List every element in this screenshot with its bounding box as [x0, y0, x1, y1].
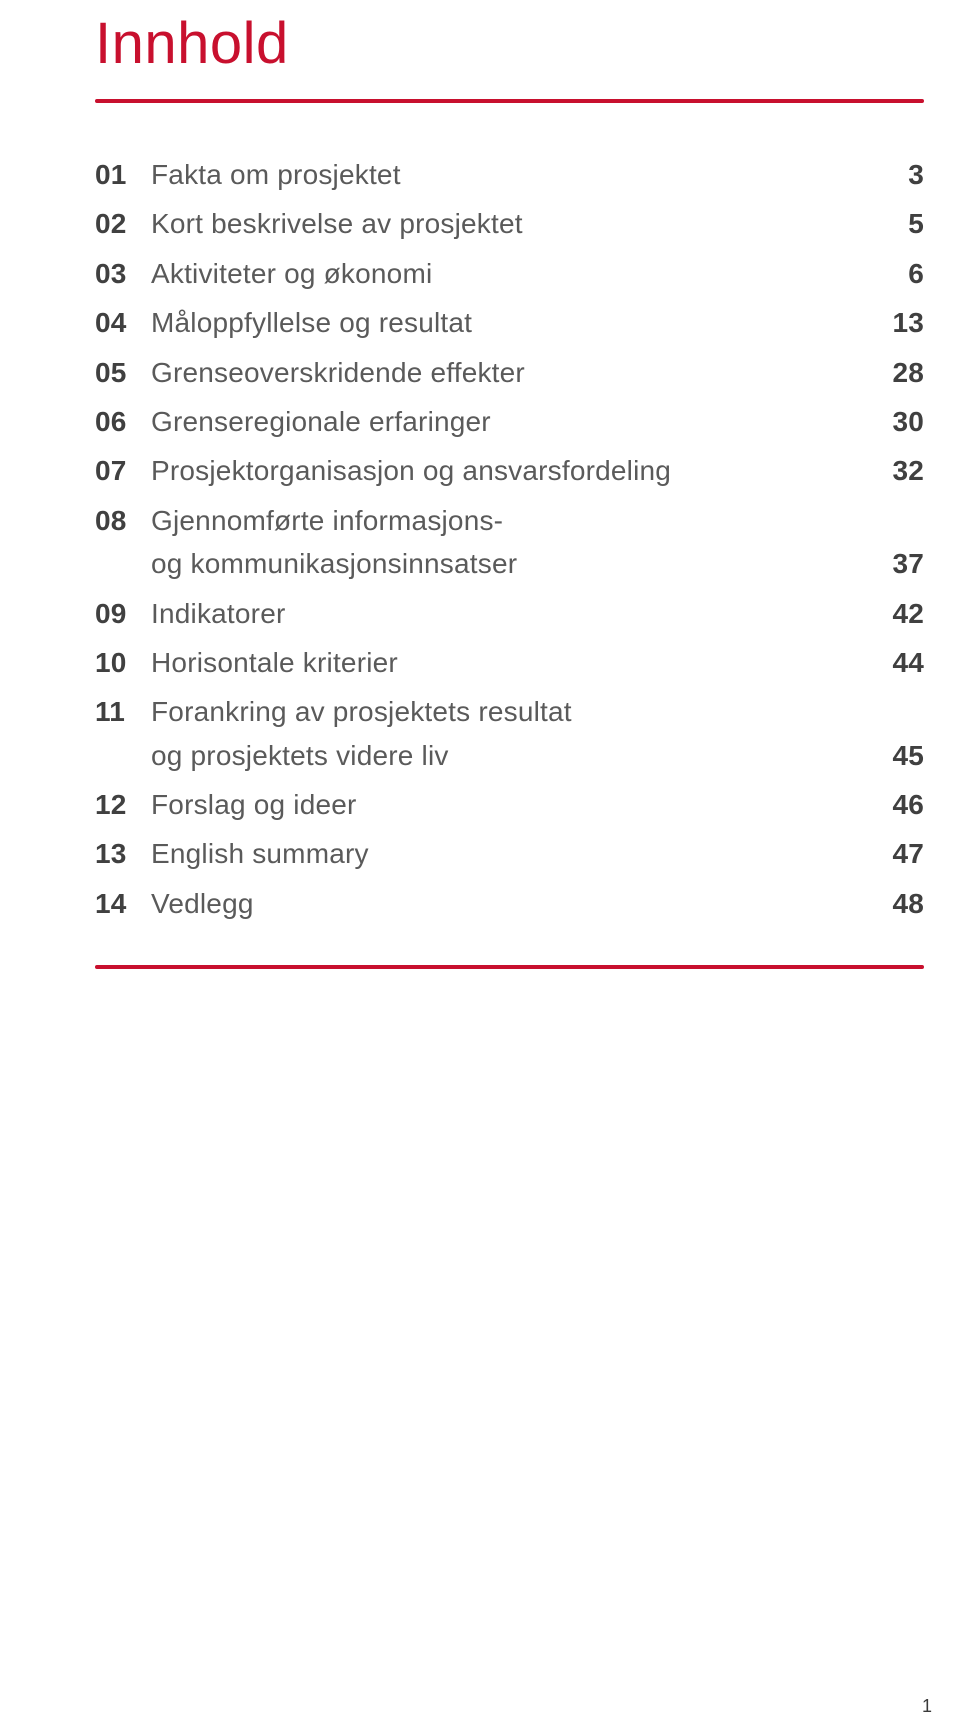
- toc-page-number: 45: [892, 734, 924, 777]
- toc-entry: 12 Forslag og ideer 46: [95, 783, 924, 826]
- toc-entry: 05 Grenseoverskridende effekter 28: [95, 351, 924, 394]
- toc-label: og prosjektets videre liv: [151, 734, 892, 777]
- toc-number: 02: [95, 202, 151, 245]
- toc-page-number: 47: [892, 832, 924, 875]
- toc-entry: 08 Gjennomførte informasjons- og kommuni…: [95, 499, 924, 586]
- divider-bottom: [95, 965, 924, 969]
- toc-entry: 04 Måloppfyllelse og resultat 13: [95, 301, 924, 344]
- toc-label: Fakta om prosjektet: [151, 153, 908, 196]
- toc-page-number: 44: [892, 641, 924, 684]
- page-footer-number: 1: [922, 1696, 932, 1717]
- toc-page-number: 3: [908, 153, 924, 196]
- toc-page-number: 6: [908, 252, 924, 295]
- toc-label: Indikatorer: [151, 592, 892, 635]
- toc-number: 11: [95, 690, 151, 733]
- toc-number: 14: [95, 882, 151, 925]
- toc-number: 07: [95, 449, 151, 492]
- toc-label: Horisontale kriterier: [151, 641, 892, 684]
- toc-label: Aktiviteter og økonomi: [151, 252, 908, 295]
- toc-number: 04: [95, 301, 151, 344]
- toc-number: 10: [95, 641, 151, 684]
- toc-entry: 02 Kort beskrivelse av prosjektet 5: [95, 202, 924, 245]
- toc-list: 01 Fakta om prosjektet 3 02 Kort beskriv…: [95, 153, 924, 925]
- toc-page-number: 32: [892, 449, 924, 492]
- toc-page-number: 30: [892, 400, 924, 443]
- toc-page-number: 13: [892, 301, 924, 344]
- toc-label: Grenseoverskridende effekter: [151, 351, 892, 394]
- toc-number: 05: [95, 351, 151, 394]
- toc-label: Måloppfyllelse og resultat: [151, 301, 892, 344]
- toc-label: Gjennomførte informasjons-: [151, 499, 924, 542]
- toc-entry: 03 Aktiviteter og økonomi 6: [95, 252, 924, 295]
- toc-number: 08: [95, 499, 151, 542]
- toc-page: Innhold 01 Fakta om prosjektet 3 02 Kort…: [0, 0, 960, 1731]
- toc-page-number: 5: [908, 202, 924, 245]
- toc-label: Prosjektorganisasjon og ansvarsfordeling: [151, 449, 892, 492]
- toc-page-number: 48: [892, 882, 924, 925]
- toc-page-number: 46: [892, 783, 924, 826]
- toc-entry: 10 Horisontale kriterier 44: [95, 641, 924, 684]
- toc-number: 13: [95, 832, 151, 875]
- toc-label: Forslag og ideer: [151, 783, 892, 826]
- toc-number: 06: [95, 400, 151, 443]
- toc-entry: 01 Fakta om prosjektet 3: [95, 153, 924, 196]
- toc-number: 03: [95, 252, 151, 295]
- toc-label: Forankring av prosjektets resultat: [151, 690, 924, 733]
- toc-page-number: 37: [892, 542, 924, 585]
- toc-page-number: 28: [892, 351, 924, 394]
- toc-entry: 13 English summary 47: [95, 832, 924, 875]
- toc-label: English summary: [151, 832, 892, 875]
- toc-entry: 07 Prosjektorganisasjon og ansvarsfordel…: [95, 449, 924, 492]
- toc-number: 01: [95, 153, 151, 196]
- toc-entry: 09 Indikatorer 42: [95, 592, 924, 635]
- toc-number: 09: [95, 592, 151, 635]
- toc-entry: 11 Forankring av prosjektets resultat og…: [95, 690, 924, 777]
- divider-top: [95, 99, 924, 103]
- toc-label: Vedlegg: [151, 882, 892, 925]
- page-title: Innhold: [95, 10, 924, 77]
- toc-number: 12: [95, 783, 151, 826]
- toc-label: Grenseregionale erfaringer: [151, 400, 892, 443]
- toc-entry: 14 Vedlegg 48: [95, 882, 924, 925]
- toc-label: og kommunikasjonsinnsatser: [151, 542, 892, 585]
- toc-entry: 06 Grenseregionale erfaringer 30: [95, 400, 924, 443]
- toc-page-number: 42: [892, 592, 924, 635]
- toc-label: Kort beskrivelse av prosjektet: [151, 202, 908, 245]
